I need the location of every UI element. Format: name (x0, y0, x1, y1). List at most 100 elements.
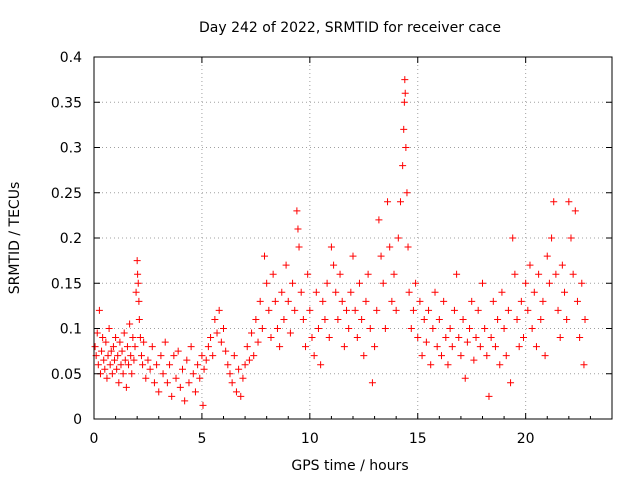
data-point (511, 270, 519, 278)
data-point (360, 352, 368, 360)
data-point (161, 338, 169, 346)
data-point (118, 347, 126, 355)
data-point (569, 270, 577, 278)
data-point (330, 261, 338, 269)
data-point (405, 288, 413, 296)
data-point (267, 334, 275, 342)
data-point (400, 98, 408, 106)
data-point (297, 288, 305, 296)
data-point (217, 338, 225, 346)
data-point (321, 315, 329, 323)
data-point (402, 144, 410, 151)
data-point (146, 365, 154, 373)
data-point (571, 207, 579, 215)
data-point (433, 343, 441, 351)
data-point (545, 279, 553, 287)
data-point (104, 352, 112, 360)
data-point (386, 243, 394, 251)
data-point (181, 397, 189, 405)
data-point (101, 365, 109, 373)
data-point (573, 297, 581, 305)
y-tick-label: 0.2 (60, 231, 82, 247)
x-axis-ticks: 0 5 10 15 20 (90, 57, 591, 447)
data-point (347, 288, 355, 296)
data-point (226, 370, 234, 378)
data-point (554, 306, 562, 314)
data-point (450, 306, 458, 314)
data-point (123, 343, 131, 351)
data-point (513, 315, 521, 323)
data-point (99, 334, 107, 342)
data-point (392, 306, 400, 314)
data-point (111, 356, 119, 364)
data-point (463, 338, 471, 346)
data-point (530, 288, 538, 296)
data-point (232, 388, 240, 396)
data-point (142, 374, 150, 382)
data-point (485, 392, 493, 400)
data-point (394, 234, 402, 242)
data-point (340, 343, 348, 351)
data-point (368, 379, 376, 387)
data-point (336, 270, 344, 278)
data-point (535, 270, 543, 278)
data-point (254, 338, 262, 346)
data-point (134, 270, 142, 278)
data-point (404, 243, 412, 251)
data-point (170, 352, 178, 360)
data-point (153, 361, 161, 369)
data-point (136, 334, 144, 342)
data-point (220, 325, 227, 332)
data-point (455, 334, 463, 342)
data-point (295, 243, 303, 251)
data-point (166, 361, 174, 369)
data-point (135, 297, 143, 305)
data-point (91, 343, 99, 351)
data-point (453, 270, 461, 278)
data-point (332, 288, 340, 296)
data-point (388, 297, 396, 305)
data-point (163, 379, 171, 387)
data-point (502, 352, 510, 360)
data-point (144, 356, 152, 364)
data-point (121, 356, 129, 364)
data-point (399, 162, 407, 170)
data-point (345, 325, 353, 332)
data-point (338, 297, 346, 305)
data-point (239, 374, 247, 382)
data-point (371, 343, 379, 351)
data-point (98, 347, 106, 355)
data-point (500, 325, 508, 332)
data-point (109, 343, 117, 351)
data-point (343, 306, 351, 314)
data-point (466, 325, 474, 332)
data-point (472, 334, 480, 342)
data-point (558, 261, 566, 269)
data-point (248, 329, 256, 337)
data-point (470, 356, 478, 364)
data-point (308, 334, 316, 342)
data-point (241, 361, 249, 369)
data-point (258, 325, 266, 332)
data-point (250, 352, 258, 360)
data-point (532, 343, 540, 351)
data-point (427, 361, 435, 369)
data-point (323, 279, 331, 287)
data-point (196, 374, 204, 382)
data-point (122, 383, 130, 391)
x-tick-label: 5 (197, 431, 206, 447)
data-point (581, 315, 589, 323)
data-point (183, 356, 191, 364)
data-point (291, 306, 299, 314)
data-point (94, 361, 102, 369)
data-point (191, 388, 199, 396)
data-point (379, 279, 387, 287)
data-point (134, 279, 142, 287)
y-tick-label: 0.1 (60, 322, 82, 338)
data-point (102, 338, 110, 346)
data-point (172, 374, 180, 382)
data-point (377, 252, 385, 260)
data-point (517, 297, 525, 305)
data-point (351, 306, 359, 314)
